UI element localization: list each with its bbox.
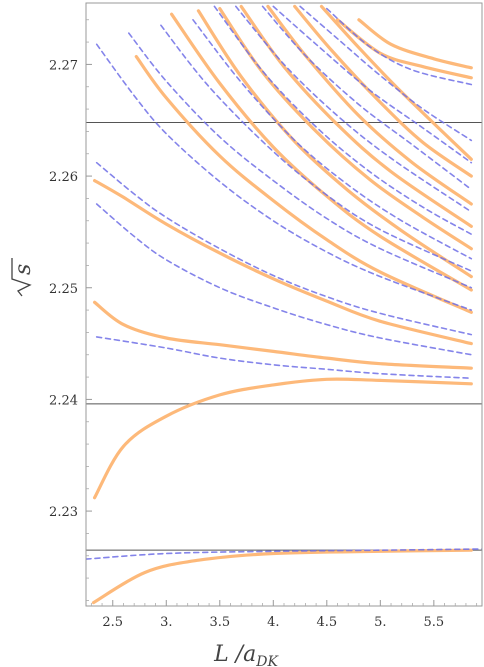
dashed-curve-24 [261,5,473,191]
plot-border [85,2,483,607]
energy-level-curves [86,4,482,605]
solid-curve-5 [170,12,473,292]
x-tick-label: 4.5 [316,615,337,630]
solid-curve-11 [319,4,473,161]
y-tick-label: 2.25 [49,282,78,297]
solid-curve-0 [91,548,473,605]
x-tick-label: 5.5 [423,615,444,630]
solid-curve-6 [196,9,473,279]
solid-curve-10 [293,4,473,178]
axis-labels: L /aDK s [11,258,279,667]
x-axis-label: L /aDK [213,642,279,667]
x-tick-label: 3. [160,615,172,630]
svg-text:s: s [11,264,36,275]
x-tick-label: 2.5 [102,615,123,630]
solid-curve-3 [93,179,473,346]
y-tick-label: 2.23 [49,505,78,520]
sqrt-radical-icon [11,258,32,297]
y-tick-label: 2.26 [49,170,78,185]
dashed-curve-14 [86,548,482,560]
dashed-curve-15 [95,336,473,379]
dashed-curve-19 [128,32,473,289]
solid-curve-13 [357,18,473,70]
dashed-curve-16 [95,203,473,356]
solid-curve-8 [239,4,473,228]
y-tick-label: 2.27 [49,58,78,73]
solid-curve-1 [93,377,473,500]
threshold-lines [86,121,482,551]
dashed-curve-21 [192,19,473,260]
dashed-curve-18 [95,43,473,311]
x-tick-label: 4. [267,615,279,630]
dashed-curve-20 [160,24,473,272]
solid-curve-9 [266,4,473,206]
dashed-curve-27 [326,7,473,86]
dashed-curve-17 [95,161,473,336]
dashed-curve-23 [235,5,473,213]
axis-ticks: 2.5 3. 3.5 4. 4.5 5. 5.5 2.23 2.24 2.25 2.26 2.27 [49,19,478,630]
plot-frame [85,2,483,607]
dashed-curve-22 [213,5,473,235]
x-tick-label: 3.5 [209,615,230,630]
x-tick-label: 5. [374,615,386,630]
solid-curve-4 [134,55,473,314]
dashed-curve-25 [272,5,473,164]
solid-curve-2 [93,300,473,370]
y-axis-label: s [11,258,36,297]
y-tick-label: 2.24 [49,393,78,408]
